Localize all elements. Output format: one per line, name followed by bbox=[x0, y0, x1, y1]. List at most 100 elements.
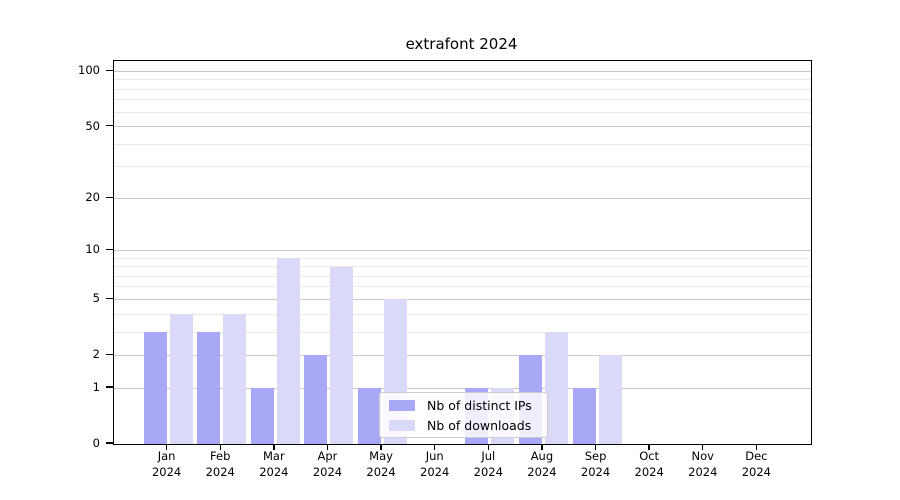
legend-label: Nb of distinct IPs bbox=[427, 397, 532, 413]
major-gridline bbox=[114, 249, 811, 251]
x-axis-label-month: Jun bbox=[425, 449, 444, 463]
x-axis-tick bbox=[165, 444, 168, 450]
minor-gridline bbox=[114, 79, 811, 81]
x-axis-tick bbox=[755, 444, 758, 450]
x-axis-label-year: 2024 bbox=[473, 464, 503, 479]
plot-area: Nb of distinct IPs Nb of downloads bbox=[113, 60, 812, 445]
x-axis-tick bbox=[487, 444, 489, 450]
x-axis-tick bbox=[541, 444, 543, 450]
x-axis-label-month: Jan bbox=[157, 449, 176, 463]
x-axis-label: Jan 2024 bbox=[135, 449, 199, 480]
x-axis-label: Aug 2024 bbox=[510, 449, 574, 480]
x-axis-tick bbox=[219, 444, 221, 450]
bar-downloads-sep bbox=[598, 355, 622, 444]
x-axis-label: Oct 2024 bbox=[617, 449, 681, 480]
x-axis-tick bbox=[594, 444, 597, 450]
x-axis-label-year: 2024 bbox=[634, 464, 664, 479]
x-axis-label-month: Feb bbox=[210, 449, 231, 463]
x-axis-label-month: Sep bbox=[584, 449, 607, 463]
minor-gridline bbox=[114, 99, 811, 101]
x-axis-label-year: 2024 bbox=[420, 464, 450, 479]
legend-swatch-icon bbox=[389, 399, 415, 411]
bar-ips-apr bbox=[304, 355, 328, 444]
legend-swatch-icon bbox=[389, 419, 415, 431]
x-axis-label-month: Mar bbox=[262, 449, 285, 463]
major-gridline bbox=[114, 70, 811, 72]
bar-ips-jan bbox=[143, 332, 167, 444]
bar-ips-sep bbox=[572, 388, 596, 444]
x-axis-label: May 2024 bbox=[349, 449, 413, 480]
bar-downloads-jan bbox=[169, 314, 193, 444]
y-axis-label: 0 bbox=[92, 436, 100, 450]
x-axis-label-month: May bbox=[369, 449, 393, 463]
major-gridline bbox=[114, 298, 811, 300]
x-axis-label: Feb 2024 bbox=[188, 449, 252, 480]
x-axis-label-month: Nov bbox=[691, 449, 714, 463]
x-axis-label-month: Apr bbox=[317, 449, 338, 463]
x-axis-label-month: Aug bbox=[530, 449, 554, 463]
x-axis-label: Jun 2024 bbox=[403, 449, 467, 480]
y-axis-label: 20 bbox=[85, 190, 100, 205]
minor-gridline bbox=[114, 331, 811, 333]
x-axis-label-year: 2024 bbox=[259, 464, 289, 479]
x-axis-tick bbox=[433, 444, 436, 450]
x-axis-label-month: Oct bbox=[639, 449, 660, 463]
major-gridline bbox=[114, 197, 811, 199]
x-axis-label-year: 2024 bbox=[688, 464, 718, 479]
x-axis-label: Mar 2024 bbox=[242, 449, 306, 480]
x-axis-label-year: 2024 bbox=[205, 464, 235, 479]
x-axis-label-month: Dec bbox=[745, 449, 768, 463]
y-axis-tick bbox=[106, 386, 113, 388]
legend-label: Nb of downloads bbox=[427, 417, 532, 433]
legend-item: Nb of distinct IPs bbox=[389, 398, 538, 413]
x-axis-tick bbox=[702, 444, 704, 450]
x-axis-label: Dec 2024 bbox=[724, 449, 788, 480]
y-axis-label: 5 bbox=[92, 291, 100, 306]
y-axis-tick bbox=[106, 196, 113, 198]
x-axis-label-year: 2024 bbox=[151, 464, 182, 479]
x-axis-label: Sep 2024 bbox=[564, 449, 628, 480]
bar-ips-feb bbox=[197, 332, 221, 444]
x-axis-label-month: Jul bbox=[481, 449, 496, 463]
minor-gridline bbox=[114, 166, 811, 168]
y-axis-tick bbox=[106, 442, 113, 444]
y-axis-tick bbox=[106, 69, 113, 72]
minor-gridline bbox=[114, 143, 811, 145]
bar-downloads-feb bbox=[223, 314, 247, 444]
x-axis-label-year: 2024 bbox=[741, 464, 772, 479]
y-axis-tick bbox=[106, 248, 113, 251]
bar-downloads-apr bbox=[330, 266, 354, 444]
minor-gridline bbox=[114, 313, 811, 315]
y-axis-label: 2 bbox=[92, 347, 100, 362]
y-axis-label: 100 bbox=[78, 63, 100, 78]
x-axis-label-year: 2024 bbox=[580, 464, 611, 479]
bar-downloads-aug bbox=[544, 332, 568, 444]
x-axis-label: Nov 2024 bbox=[671, 449, 735, 480]
x-axis-label-year: 2024 bbox=[366, 464, 396, 479]
x-axis-label-year: 2024 bbox=[312, 464, 343, 479]
minor-gridline bbox=[114, 257, 811, 259]
chart-title: extrafont 2024 bbox=[405, 35, 518, 53]
minor-gridline bbox=[114, 111, 811, 113]
y-axis-label: 1 bbox=[92, 380, 100, 395]
bar-ips-may bbox=[358, 388, 382, 444]
minor-gridline bbox=[114, 275, 811, 277]
x-axis-label-year: 2024 bbox=[527, 464, 557, 479]
x-axis-label: Jul 2024 bbox=[456, 449, 520, 480]
major-gridline bbox=[114, 387, 811, 389]
x-axis-tick bbox=[648, 444, 650, 450]
x-axis-tick bbox=[326, 444, 329, 450]
minor-gridline bbox=[114, 266, 811, 268]
minor-gridline bbox=[114, 88, 811, 90]
major-gridline bbox=[114, 126, 811, 128]
legend: Nb of distinct IPs Nb of downloads bbox=[379, 392, 548, 438]
y-axis-tick bbox=[106, 297, 113, 300]
x-axis-label: Apr 2024 bbox=[295, 449, 359, 480]
major-gridline bbox=[114, 354, 811, 356]
legend-item: Nb of downloads bbox=[389, 418, 538, 433]
y-axis-label: 50 bbox=[85, 118, 100, 133]
bar-downloads-mar bbox=[276, 258, 300, 444]
y-axis-tick bbox=[106, 353, 113, 355]
y-axis-label: 10 bbox=[85, 242, 100, 257]
